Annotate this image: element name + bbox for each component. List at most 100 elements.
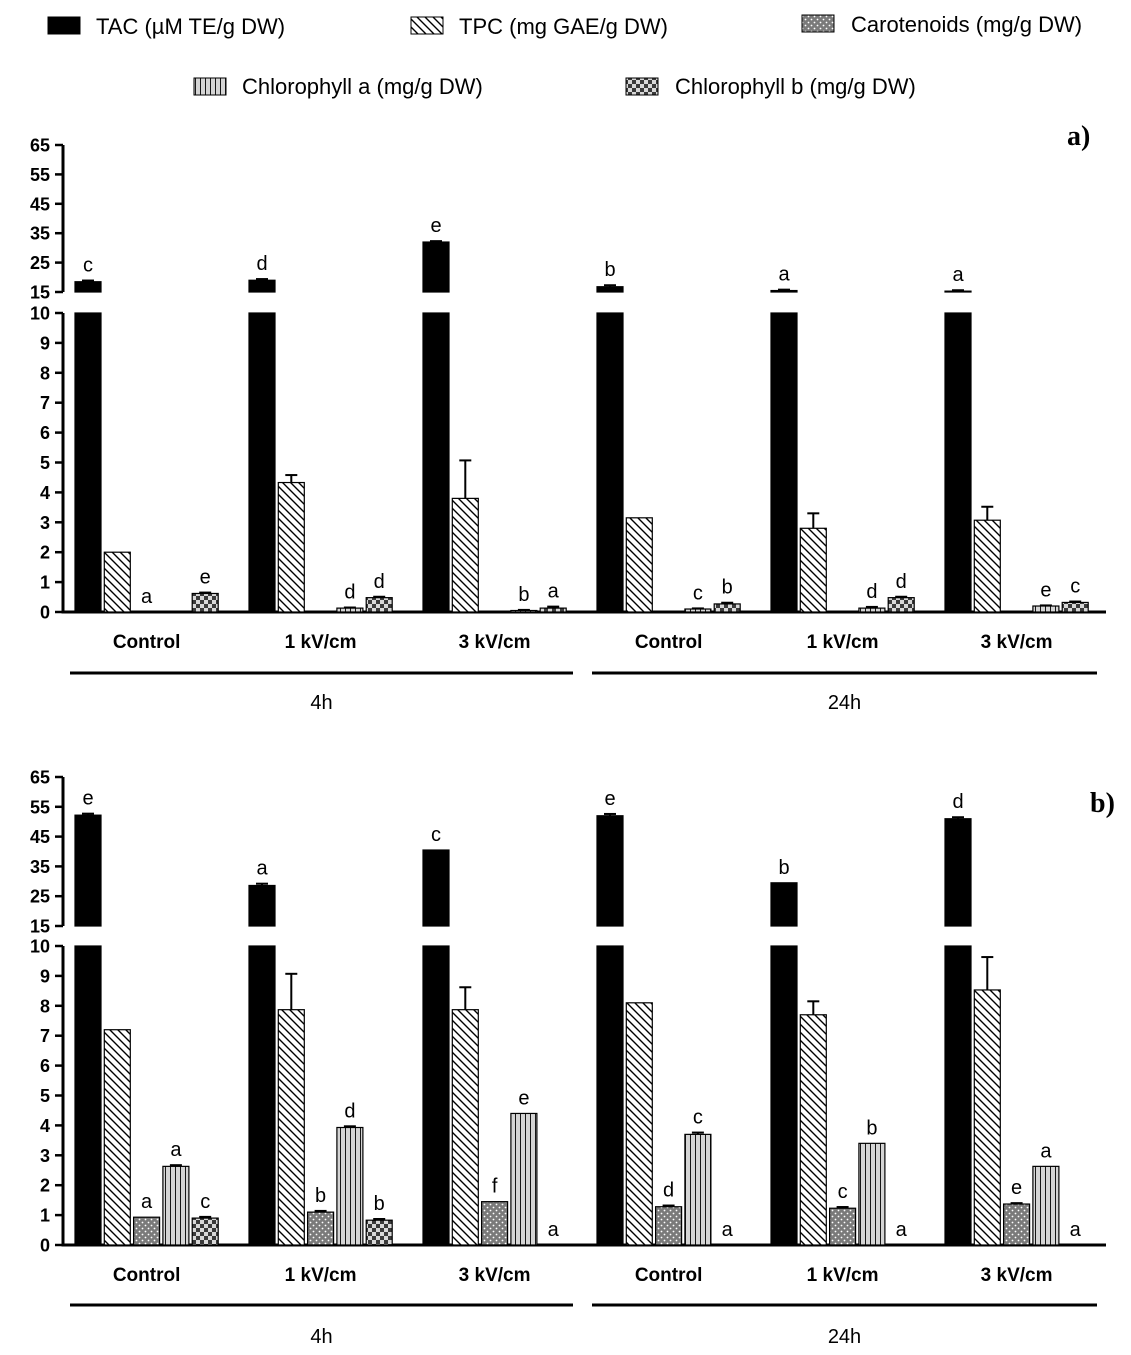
group-label: 24h <box>828 1326 861 1348</box>
bar-tpc <box>799 1014 827 1246</box>
significance-letter: c <box>693 582 703 604</box>
significance-letter: d <box>374 571 385 593</box>
legend-label-chlorophyll-a: Chlorophyll a (mg/g DW) <box>242 74 483 99</box>
group-label: 4h <box>310 1326 332 1348</box>
bar-tpc <box>625 1002 653 1246</box>
y-tick-label: 10 <box>30 937 50 957</box>
category-label: 1 kV/cm <box>285 1265 357 1286</box>
y-tick-label: 7 <box>40 393 50 413</box>
panel-a-title: a) <box>1067 121 1090 152</box>
bar-tac-upper <box>422 241 450 293</box>
y-tick-label: 1 <box>40 573 50 593</box>
bar-chlorophyll-a <box>1032 1165 1060 1246</box>
category-label: 3 kV/cm <box>459 632 531 653</box>
bar-tac-lower <box>944 312 972 613</box>
legend-item-carotenoids: Carotenoids (mg/g DW) <box>801 12 1082 37</box>
legend-item-chlorophyll-b: Chlorophyll b (mg/g DW) <box>625 74 916 99</box>
bar-carotenoids <box>133 1216 161 1246</box>
bar-chlorophyll-a <box>336 1126 364 1246</box>
panel-a-categories: Control 1 kV/cm 3 kV/cm Control 1 kV/cm 3 kV/… <box>113 632 1053 653</box>
y-tick-label: 0 <box>40 1236 50 1256</box>
panel-b-groups: 4h 24h <box>70 1303 1097 1348</box>
bar-tac-upper <box>770 882 798 927</box>
significance-letter: b <box>604 259 615 281</box>
y-tick-label: 45 <box>30 827 50 847</box>
significance-letter: b <box>374 1193 385 1215</box>
significance-letter: a <box>141 586 153 608</box>
y-tick-label: 9 <box>40 333 50 353</box>
significance-letter: f <box>492 1176 498 1198</box>
significance-letter: e <box>1011 1177 1022 1199</box>
y-tick-label: 15 <box>30 283 50 303</box>
y-tick-label: 4 <box>40 483 50 503</box>
bar-carotenoids <box>654 1206 683 1246</box>
bar-tpc <box>103 551 131 613</box>
significance-letter: b <box>315 1185 326 1207</box>
group-label: 4h <box>310 692 332 714</box>
significance-letter: e <box>430 215 441 237</box>
significance-letter: c <box>1070 576 1080 598</box>
y-tick-label: 3 <box>40 513 50 533</box>
significance-letter: e <box>1040 579 1051 601</box>
bar-tac-lower <box>248 945 276 1246</box>
bar-chlorophyll-a <box>858 1142 886 1246</box>
bar-chlorophyll-b <box>887 597 915 613</box>
significance-letter: a <box>141 1191 153 1213</box>
bar-tac-upper <box>944 818 972 927</box>
y-tick-label: 6 <box>40 423 50 443</box>
significance-letter: c <box>83 255 93 277</box>
bar-tac-lower <box>596 312 624 613</box>
bar-tac-lower <box>422 312 450 613</box>
bar-tac-upper <box>74 814 102 927</box>
y-tick-label: 10 <box>30 304 50 324</box>
significance-letter: a <box>170 1139 182 1161</box>
category-label: Control <box>113 1265 181 1286</box>
bar-tac-upper <box>596 286 624 293</box>
bar-tac-upper <box>944 290 972 293</box>
significance-letter: b <box>722 577 733 599</box>
y-tick-label: 65 <box>30 136 50 156</box>
bar-carotenoids <box>307 1211 335 1246</box>
category-label: 1 kV/cm <box>285 632 357 653</box>
bar-tac-upper <box>596 815 624 927</box>
bar-chlorophyll-a <box>162 1165 190 1246</box>
bar-tac-upper <box>422 849 450 927</box>
significance-letter: b <box>866 1117 877 1139</box>
bar-carotenoids <box>481 1201 509 1246</box>
y-tick-label: 65 <box>30 768 50 788</box>
y-tick-label: 9 <box>40 966 50 986</box>
y-tick-label: 25 <box>30 887 50 907</box>
significance-letter: c <box>693 1107 703 1129</box>
significance-letter: a <box>952 264 964 286</box>
category-label: Control <box>635 632 703 653</box>
bar-carotenoids <box>1002 1203 1031 1246</box>
bar-tpc <box>277 1009 305 1246</box>
significance-letter: c <box>200 1191 210 1213</box>
bar-chlorophyll-b <box>539 607 567 613</box>
significance-letter: a <box>778 264 790 286</box>
legend-swatch-carotenoids <box>801 14 835 33</box>
significance-letter: a <box>896 1219 908 1241</box>
significance-letter: a <box>548 1219 560 1241</box>
significance-letter: e <box>82 788 93 810</box>
bar-tpc <box>625 517 653 613</box>
y-tick-label: 2 <box>40 543 50 563</box>
significance-letter: a <box>548 581 560 603</box>
significance-letter: b <box>778 857 789 879</box>
bar-tac-lower <box>944 945 972 1246</box>
panel-a-groups: 4h 24h <box>70 671 1097 714</box>
bar-tpc <box>277 481 305 613</box>
legend-swatch-chlorophyll-b <box>625 77 659 96</box>
significance-letter: b <box>518 584 529 606</box>
panel-b-title: b) <box>1090 788 1115 819</box>
bar-tac-lower <box>770 312 798 613</box>
bar-chlorophyll-a <box>858 607 886 613</box>
legend-label-carotenoids: Carotenoids (mg/g DW) <box>851 12 1082 37</box>
legend-swatch-chlorophyll-a <box>193 77 227 96</box>
bar-chlorophyll-b <box>191 592 219 613</box>
panel-b-categories: Control 1 kV/cm 3 kV/cm Control 1 kV/cm 3 kV/… <box>113 1265 1053 1286</box>
significance-letter: d <box>896 571 907 593</box>
